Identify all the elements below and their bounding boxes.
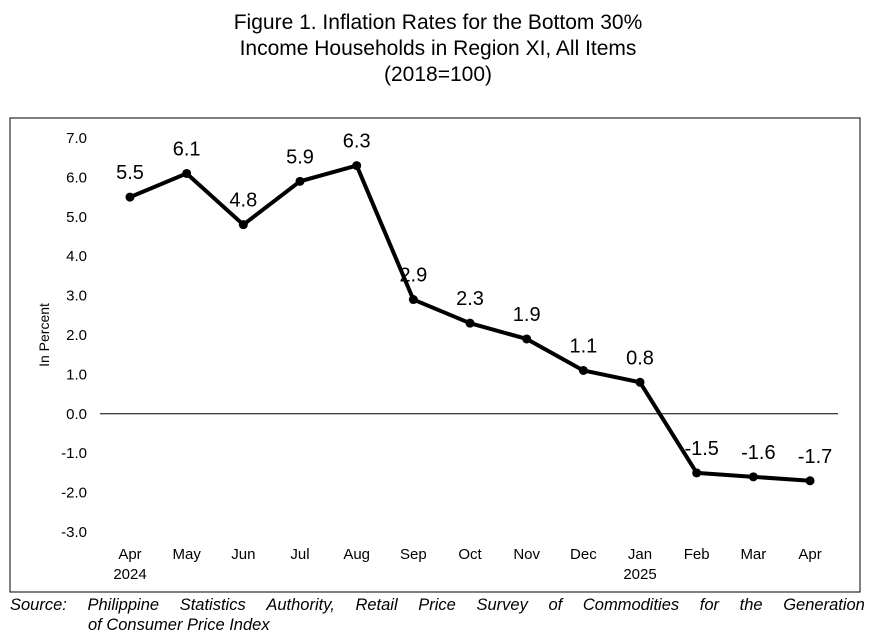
y-tick-label: 1.0 xyxy=(66,366,87,383)
data-label: 2.9 xyxy=(399,265,427,287)
data-label: 6.3 xyxy=(343,131,371,153)
y-tick-label: 7.0 xyxy=(66,130,87,147)
source-word: of xyxy=(548,596,563,614)
data-point xyxy=(805,476,815,486)
y-tick-label: 0.0 xyxy=(66,406,87,423)
x-tick-label: Jan xyxy=(628,546,652,563)
x-tick-label: May xyxy=(172,546,201,563)
data-label: -1.7 xyxy=(798,446,832,468)
data-label: -1.5 xyxy=(684,438,718,460)
data-label: 5.9 xyxy=(286,146,314,168)
data-labels: 5.5 6.1 4.8 5.9 6.3 2.9 2.3 1.9 1.1 0.8 -1.5 -1.6 -1… xyxy=(116,131,832,468)
x-tick-label: Feb xyxy=(684,546,710,563)
source-word: the xyxy=(739,596,763,614)
data-point xyxy=(578,365,588,375)
y-tick-label: 4.0 xyxy=(66,248,87,265)
source-word: Retail xyxy=(355,596,398,614)
data-point xyxy=(692,468,702,478)
source-line-1: Source: Philippine Statistics Authority, Ret… xyxy=(10,595,865,615)
data-point xyxy=(352,161,362,171)
x-tick-label: Aug xyxy=(343,546,370,563)
data-label: 5.5 xyxy=(116,162,144,184)
x-tick-label: Jul xyxy=(290,546,309,563)
data-label: 4.8 xyxy=(229,190,257,212)
data-point xyxy=(635,377,645,387)
x-tick-year-label: 2024 xyxy=(113,566,146,583)
x-tick-label: Apr xyxy=(118,546,141,563)
y-tick-label: 5.0 xyxy=(66,209,87,226)
x-tick-label: Nov xyxy=(513,546,540,563)
source-word: for xyxy=(699,596,720,614)
data-point xyxy=(238,220,248,230)
source-word: Philippine xyxy=(87,596,160,614)
x-tick-label: Oct xyxy=(458,546,482,563)
chart-frame xyxy=(9,117,861,593)
x-tick-label: Dec xyxy=(570,546,597,563)
source-note: Source: Philippine Statistics Authority, Ret… xyxy=(10,595,865,635)
source-word: Commodities xyxy=(582,596,680,614)
chart-title-line-2: Income Households in Region XI, All Item… xyxy=(239,37,637,60)
x-axis-ticks: Apr 2024 May Jun Jul Aug Sep Oct Nov Dec Jan 2025 Fe… xyxy=(113,546,821,583)
data-points xyxy=(125,161,815,486)
source-word: Price xyxy=(418,596,456,614)
y-tick-label: -1.0 xyxy=(61,445,87,462)
chart-title-line-1: Figure 1. Inflation Rates for the Bottom… xyxy=(233,11,643,34)
y-tick-label: 2.0 xyxy=(66,327,87,344)
x-tick-year-label: 2025 xyxy=(623,566,656,583)
data-point xyxy=(182,168,192,178)
source-word: Generation xyxy=(783,596,865,614)
source-word: Source: xyxy=(10,596,67,614)
data-label: 6.1 xyxy=(173,138,201,160)
chart-title-line-3: (2018=100) xyxy=(383,63,492,86)
y-tick-label: -2.0 xyxy=(61,485,87,502)
y-tick-label: 6.0 xyxy=(66,169,87,186)
data-label: -1.6 xyxy=(741,442,775,464)
data-point xyxy=(522,334,532,344)
data-point xyxy=(408,295,418,305)
data-label: 2.3 xyxy=(456,288,484,310)
data-point xyxy=(465,318,475,328)
x-tick-label: Jun xyxy=(231,546,255,563)
data-label: 0.8 xyxy=(626,347,654,369)
y-axis-title: In Percent xyxy=(36,303,52,367)
x-tick-label: Apr xyxy=(798,546,821,563)
x-tick-label: Mar xyxy=(740,546,766,563)
source-word: Statistics xyxy=(179,596,246,614)
y-tick-label: -3.0 xyxy=(61,524,87,541)
x-tick-label: Sep xyxy=(400,546,427,563)
y-tick-label: 3.0 xyxy=(66,288,87,305)
data-label: 1.1 xyxy=(569,335,597,357)
data-point xyxy=(125,192,135,202)
source-word: Survey xyxy=(476,596,528,614)
data-point xyxy=(748,472,758,482)
y-axis-ticks: 7.0 6.0 5.0 4.0 3.0 2.0 1.0 0.0 -1.0 -2.0 -3.0 xyxy=(61,130,87,541)
data-label: 1.9 xyxy=(513,304,541,326)
data-point xyxy=(295,176,305,186)
source-line-2: of Consumer Price Index xyxy=(88,616,270,634)
source-word: Authority, xyxy=(266,596,335,614)
